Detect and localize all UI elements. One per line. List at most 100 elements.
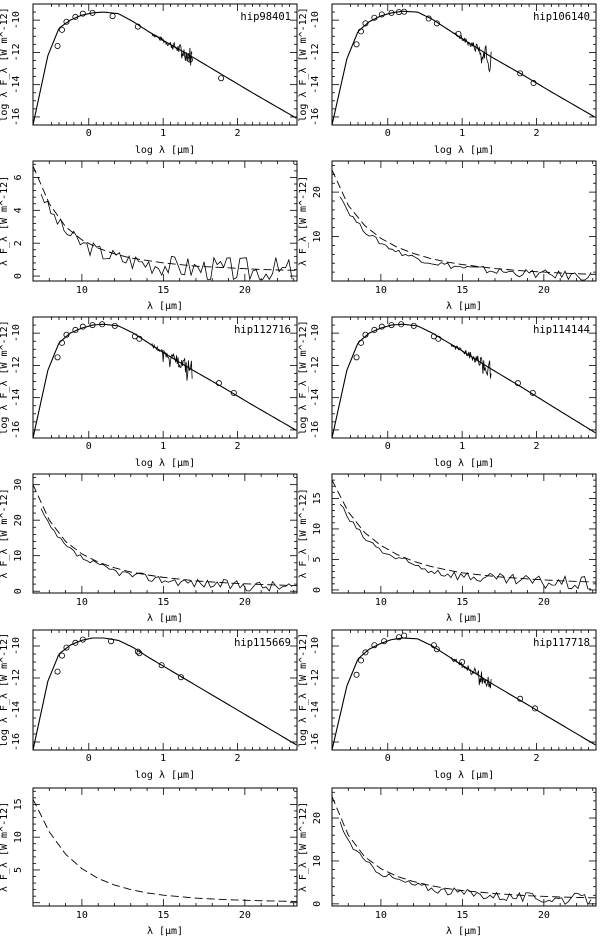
y-tick-label: -12 xyxy=(310,356,321,374)
y-axis-label: log λ F_λ [W m^-12] xyxy=(298,7,309,121)
photometry-point xyxy=(158,662,165,669)
plot-frame xyxy=(32,160,298,282)
photometry-point xyxy=(371,642,378,649)
x-tick-label: 20 xyxy=(538,910,550,921)
y-tick-label: -12 xyxy=(11,356,22,374)
photometry-point xyxy=(353,41,360,48)
observed-spectrum xyxy=(339,503,592,590)
photometry-point xyxy=(59,26,66,33)
x-tick-label: 2 xyxy=(234,441,240,452)
photometry-point xyxy=(72,326,79,333)
y-axis-label: λ F_λ [W m^-12] xyxy=(0,176,10,266)
star-label: hip117718 xyxy=(533,637,590,649)
ir-panel-hip115669: 10 15 20 5 10 15 λ [μm] λ F_λ [W m^-12] xyxy=(0,787,298,937)
y-tick-label: -12 xyxy=(310,669,321,687)
photometry-point xyxy=(514,380,521,387)
ir-panel-hip106140: 10 15 20 10 20 λ [μm] λ F_λ [W m^-12] xyxy=(298,160,597,312)
photometry-point xyxy=(54,42,61,49)
photometry-point xyxy=(72,13,79,20)
photometry-point xyxy=(401,632,408,639)
model-curve xyxy=(32,484,297,586)
y-tick-label: -12 xyxy=(310,43,321,61)
photometry-point xyxy=(59,339,66,346)
x-axis-label: log λ [μm] xyxy=(434,458,494,469)
sed-panel-hip98401: 0 1 2 -16 -14 -12 -10 log λ [μm] log λ F_λ [W m^… xyxy=(0,3,298,156)
plot-frame xyxy=(331,787,597,907)
x-tick-label: 0 xyxy=(86,753,92,764)
x-tick-label: 15 xyxy=(456,597,468,608)
observed-spectrum xyxy=(450,657,492,689)
plot-frame xyxy=(32,787,298,907)
y-axis-label: log λ F_λ [W m^-12] xyxy=(0,633,10,747)
photometry-point xyxy=(63,18,70,25)
photometry-point xyxy=(54,668,61,675)
y-tick-label: -16 xyxy=(310,733,321,751)
y-tick-label: -14 xyxy=(11,389,22,407)
x-tick-label: 10 xyxy=(375,285,387,296)
sed-panel-hip106140: 0 1 2 -16 -14 -12 -10 log λ [μm] log λ F_λ [W m^… xyxy=(298,3,597,156)
x-tick-label: 0 xyxy=(385,441,391,452)
photometry-point xyxy=(218,75,225,82)
photometry-point xyxy=(186,56,193,63)
photometry-point xyxy=(430,642,437,649)
x-tick-label: 20 xyxy=(239,597,251,608)
y-tick-label: 15 xyxy=(13,798,24,810)
x-axis-label: log λ [μm] xyxy=(135,770,195,781)
photometry-point xyxy=(358,339,365,346)
y-tick-label: -16 xyxy=(310,421,321,439)
photometry-point xyxy=(63,331,70,338)
y-axis-label: λ F_λ [W m^-12] xyxy=(0,488,10,578)
x-tick-label: 10 xyxy=(76,285,88,296)
x-axis-label: log λ [μm] xyxy=(135,145,195,156)
photometry-point xyxy=(371,326,378,333)
x-tick-label: 1 xyxy=(160,753,166,764)
y-tick-label: 5 xyxy=(312,556,323,562)
x-tick-label: 2 xyxy=(234,128,240,139)
y-axis-label: λ F_λ [W m^-12] xyxy=(298,802,309,892)
y-tick-label: 10 xyxy=(312,523,323,535)
photometry-point xyxy=(388,322,395,329)
y-axis-label: λ F_λ [W m^-12] xyxy=(298,176,309,266)
x-tick-label: 20 xyxy=(239,910,251,921)
x-tick-label: 2 xyxy=(533,128,539,139)
photometry-point xyxy=(108,638,115,645)
photometry-point xyxy=(455,30,462,37)
x-tick-label: 10 xyxy=(375,910,387,921)
y-tick-label: -16 xyxy=(310,108,321,126)
y-tick-label: -16 xyxy=(11,733,22,751)
x-tick-label: 20 xyxy=(239,285,251,296)
x-tick-label: 20 xyxy=(538,285,550,296)
photometry-point xyxy=(79,323,86,330)
x-axis-label: λ [μm] xyxy=(147,926,183,937)
y-tick-label: -14 xyxy=(310,701,321,719)
photometry-point xyxy=(433,20,440,27)
photometry-point xyxy=(378,11,385,18)
model-curve xyxy=(32,165,297,271)
plot-frame xyxy=(32,629,298,751)
x-axis-label: λ [μm] xyxy=(446,301,482,312)
x-tick-label: 2 xyxy=(533,441,539,452)
star-label: hip114144 xyxy=(533,324,590,336)
y-tick-label: 30 xyxy=(13,479,24,491)
y-axis-label: log λ F_λ [W m^-12] xyxy=(298,320,309,434)
photometry-point xyxy=(89,9,96,16)
x-tick-label: 15 xyxy=(157,910,169,921)
photometry-point xyxy=(433,646,440,653)
y-tick-label: 0 xyxy=(312,587,323,593)
sed-panel-hip115669: 0 1 2 -16 -14 -12 -10 log λ [μm] log λ F_λ [W m^… xyxy=(0,629,298,781)
observed-spectrum xyxy=(40,193,293,281)
photometry-point xyxy=(517,695,524,702)
photometry-point xyxy=(63,644,70,651)
photometry-point xyxy=(59,652,66,659)
observed-spectrum xyxy=(450,344,492,379)
observed-spectrum xyxy=(40,508,293,592)
photometry-point xyxy=(134,648,141,655)
plot-frame xyxy=(331,629,597,751)
sed-panel-hip112716: 0 1 2 -16 -14 -12 -10 log λ [μm] log λ F_λ [W m^… xyxy=(0,316,298,469)
y-axis-label: log λ F_λ [W m^-12] xyxy=(0,7,10,121)
model-curve xyxy=(32,11,297,126)
y-tick-label: 6 xyxy=(13,174,24,180)
photometry-point xyxy=(131,333,138,340)
photometry-point xyxy=(111,322,118,329)
x-tick-label: 0 xyxy=(385,128,391,139)
